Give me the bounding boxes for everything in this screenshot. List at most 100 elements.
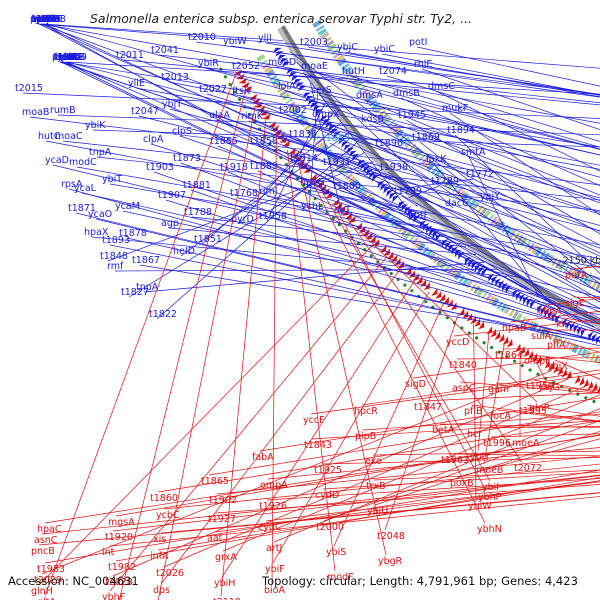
reverse-gene-label: t1982 [108, 562, 136, 573]
ruler-tick [490, 345, 494, 350]
reverse-gene-label: hcr [467, 429, 482, 440]
feature-strip-inner [473, 285, 481, 294]
reverse-gene-arrow [502, 336, 509, 345]
reverse-gene-arrow [523, 348, 530, 358]
reverse-gene-label: t1959 [526, 381, 554, 392]
reverse-gene-label: poxB [450, 478, 474, 489]
forward-gene-label: potJ [408, 210, 426, 221]
reverse-gene-arrow [544, 359, 551, 369]
gene-leader-line [368, 123, 600, 246]
forward-gene-label: t1867 [132, 255, 160, 266]
forward-gene-label: kdsB [361, 114, 384, 125]
gene-leader-line [289, 51, 489, 202]
reverse-gene-label: t1963 [441, 455, 469, 466]
gene-leader-line [95, 218, 600, 342]
reverse-gene-arrow [478, 321, 485, 330]
gene-leader-line [296, 61, 454, 209]
gene-leader-line [490, 433, 600, 438]
gene-leader-line [271, 135, 277, 585]
forward-gene-label: t1822 [149, 309, 177, 320]
forward-gene-label: tnpA [136, 282, 159, 293]
ruler-tick [389, 272, 393, 276]
feature-strip-inner [304, 123, 312, 131]
forward-gene-arrow [307, 99, 316, 106]
gene-leader-line [285, 90, 600, 204]
feature-strip-outer [337, 57, 348, 67]
gene-leader-line [554, 359, 600, 380]
forward-gene-label: moaD [268, 57, 296, 68]
feature-strip-inner [382, 211, 392, 221]
forward-gene-label: moaB [22, 107, 49, 118]
reverse-gene-label: t1996 [483, 438, 511, 449]
figure-title: Salmonella enterica subsp. enterica sero… [90, 11, 473, 26]
reverse-gene-label: yccD [446, 337, 469, 348]
forward-gene-label: t1799 [394, 186, 422, 197]
forward-gene-arrow [338, 138, 347, 145]
gene-leader-line [239, 95, 600, 213]
feature-strip-inner [279, 89, 288, 97]
gene-leader-line [40, 23, 600, 232]
gene-leader-line [361, 369, 600, 406]
forward-gene-label: t1967 [54, 52, 82, 63]
feature-strip-outer [476, 205, 484, 214]
reverse-gene-label: t1995 [519, 406, 547, 417]
reverse-gene-arrow [335, 201, 343, 209]
forward-gene-label: agp [161, 218, 179, 229]
feature-strip-inner [561, 338, 567, 347]
feature-strip-outer [364, 94, 375, 104]
reverse-gene-arrow [536, 355, 542, 365]
forward-gene-label: rpsA [61, 179, 83, 190]
forward-gene-label: ulaA [209, 110, 230, 121]
gene-leader-line [310, 82, 343, 216]
reverse-gene-label: pflB [464, 406, 483, 417]
forward-gene-label: t2074 [379, 66, 407, 77]
feature-strip-inner [400, 228, 409, 237]
reverse-gene-arrow [438, 293, 446, 302]
gene-leader-line [41, 474, 600, 535]
gene-leader-line [230, 45, 600, 98]
ruler-tick [369, 254, 373, 258]
feature-strip-inner [345, 173, 354, 181]
gene-leader-line [265, 42, 600, 95]
forward-gene-arrow [445, 241, 452, 250]
feature-strip-inner [265, 69, 275, 78]
forward-gene-label: t2047 [131, 106, 159, 117]
reverse-gene-label: sulA [531, 331, 552, 342]
feature-strip-inner [333, 159, 341, 167]
reverse-gene-label: sigE [565, 298, 585, 309]
forward-gene-label: t2010 [188, 32, 216, 43]
feature-strip-inner [342, 170, 351, 178]
gene-leader-line [471, 404, 600, 422]
reverse-gene-label: ybiF [265, 564, 285, 575]
gene-leader-line [307, 186, 437, 224]
feature-strip-outer [591, 279, 598, 289]
gene-leader-line [267, 447, 600, 480]
reverse-gene-label: moeB [476, 465, 503, 476]
feature-strip-inner [580, 348, 588, 358]
forward-gene-arrow [516, 291, 522, 301]
forward-gene-label: lpxK [426, 154, 447, 165]
ruler-tick [403, 283, 407, 287]
forward-gene-label: tnpA [89, 147, 112, 158]
reverse-gene-arrow [565, 370, 572, 380]
reverse-gene-arrow [369, 235, 376, 243]
gene-leader-line [190, 189, 600, 332]
ruler-tick [238, 97, 242, 102]
forward-gene-arrow [327, 125, 336, 132]
forward-gene-label: t1768 [230, 188, 258, 199]
gene-leader-line [220, 120, 267, 597]
forward-gene-arrow [343, 144, 352, 151]
forward-gene-label: t1907 [158, 190, 186, 201]
feature-strip-inner [317, 140, 327, 149]
gene-leader-line [135, 87, 600, 170]
forward-gene-label: mdfA [34, 14, 60, 25]
feature-strip-inner [508, 308, 515, 317]
forward-gene-label: t1851 [194, 234, 222, 245]
reverse-gene-label: yccF [303, 415, 325, 426]
forward-gene-arrow [410, 212, 418, 220]
forward-gene-label: yejY [480, 191, 500, 202]
reverse-gene-label: exo [365, 456, 382, 467]
feature-strip-inner [564, 340, 571, 349]
feature-strip-outer [340, 62, 350, 71]
reverse-gene-label: aspC [452, 383, 476, 394]
